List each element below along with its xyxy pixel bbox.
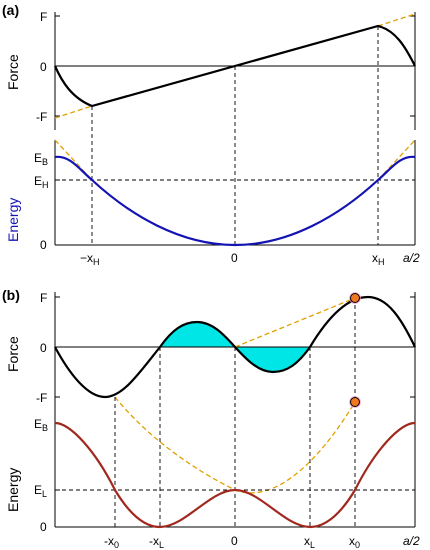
panel-b-x-ticks: -x0 -xL 0 xL x0 a/2	[104, 534, 420, 550]
energy-a-tick-eh: EH	[34, 174, 49, 190]
x-b-tick-neg-x0: -x0	[104, 534, 119, 550]
force-b-tick-mid: 0	[40, 341, 47, 355]
energy-b-axis-label: Energy	[5, 468, 21, 512]
force-a-tick-top: F	[40, 10, 47, 24]
force-a-axis-label: Force	[5, 54, 21, 90]
x-b-tick-neg-xl: -xL	[149, 534, 164, 550]
panel-a-tag: (a)	[2, 2, 19, 18]
x-a-tick-end: a/2	[403, 251, 420, 265]
energy-a-curve	[54, 155, 416, 247]
energy-b-tick-zero: 0	[40, 520, 47, 534]
x-b-tick-end: a/2	[403, 534, 420, 548]
panel-a-force-plot: F 0 -F Force	[5, 10, 416, 245]
force-b-guide	[114, 297, 356, 494]
force-b-marker	[350, 293, 360, 303]
force-b-axis-label: Force	[5, 336, 21, 372]
energy-b-tick-el: EL	[34, 483, 47, 499]
panel-a-energy-plot: EB EH 0 Energy	[5, 139, 416, 252]
panel-b-tag: (b)	[2, 287, 20, 303]
x-b-tick-zero: 0	[231, 534, 238, 548]
x-a-tick-zero: 0	[231, 251, 238, 265]
force-b-tick-bottom: -F	[36, 391, 47, 405]
x-b-tick-xl: xL	[304, 534, 315, 550]
force-a-tick-mid: 0	[40, 60, 47, 74]
energy-a-axis-label: Energy	[5, 198, 21, 242]
energy-b-tick-eb: EB	[34, 417, 48, 433]
energy-a-tick-eb: EB	[34, 151, 48, 167]
panel-b-energy-plot: EB EL 0 Energy	[5, 396, 416, 534]
force-a-guide	[54, 13, 416, 119]
x-a-tick-xh: xH	[372, 251, 385, 267]
energy-b-marker	[350, 397, 360, 407]
x-b-tick-x0: x0	[349, 534, 360, 550]
panel-a-x-ticks: −xH 0 xH a/2	[80, 251, 420, 267]
force-a-tick-bottom: -F	[36, 110, 47, 124]
energy-a-tick-zero: 0	[40, 238, 47, 252]
energy-b-curve	[54, 421, 416, 529]
force-b-tick-top: F	[40, 291, 47, 305]
x-a-tick-neg-xh: −xH	[80, 251, 100, 267]
